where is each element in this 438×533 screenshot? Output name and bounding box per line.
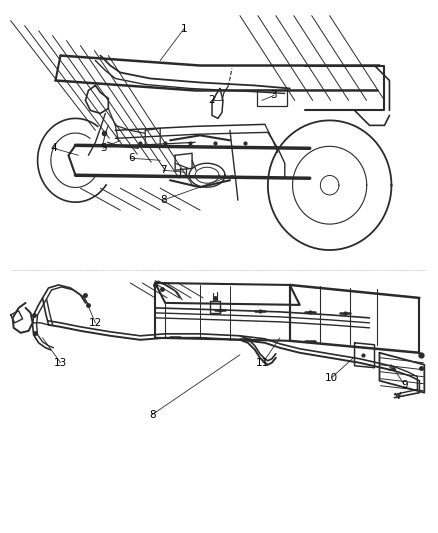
Text: 2: 2	[209, 95, 215, 106]
Text: 7: 7	[160, 165, 166, 175]
Text: 13: 13	[54, 358, 67, 368]
Text: 5: 5	[100, 143, 107, 154]
Text: 6: 6	[128, 154, 134, 163]
Text: 11: 11	[256, 358, 269, 368]
Text: 8: 8	[149, 410, 155, 419]
Text: 4: 4	[50, 143, 57, 154]
Text: 3: 3	[271, 91, 277, 100]
Text: 1: 1	[181, 23, 187, 34]
Text: 10: 10	[325, 373, 338, 383]
Text: 8: 8	[160, 195, 166, 205]
FancyBboxPatch shape	[257, 91, 287, 107]
Text: 12: 12	[89, 318, 102, 328]
Text: 9: 9	[401, 379, 408, 390]
